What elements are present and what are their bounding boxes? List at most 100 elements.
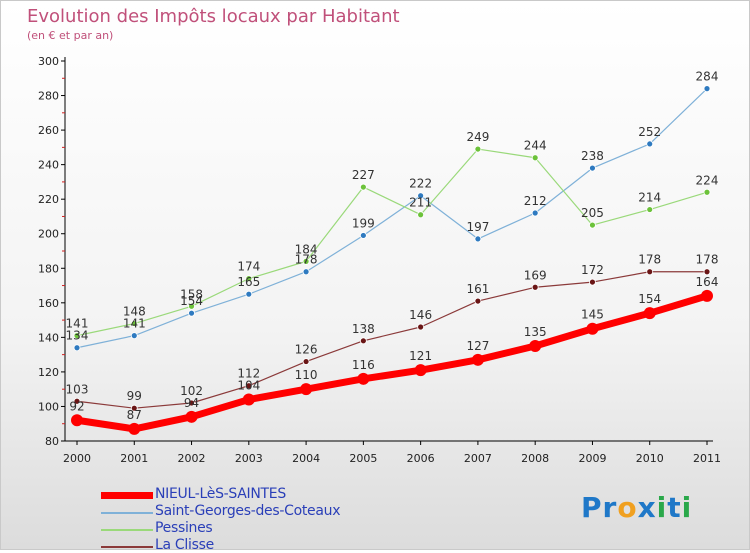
data-point [300, 383, 313, 396]
data-point [417, 323, 425, 331]
data-point [242, 393, 255, 406]
data-label: 154 [638, 292, 661, 306]
data-label: 116 [352, 358, 375, 372]
data-label: 145 [581, 308, 604, 322]
data-point [359, 337, 367, 345]
logo-letter: x [637, 491, 657, 524]
y-tick-label: 80 [45, 435, 59, 448]
data-label: 178 [295, 253, 318, 267]
x-tick-label: 2004 [292, 452, 320, 465]
series-line [76, 271, 708, 409]
data-point [302, 268, 310, 276]
data-point [646, 268, 654, 276]
data-point [73, 344, 81, 352]
data-point [417, 192, 425, 200]
data-label: 249 [466, 130, 489, 144]
data-label: 214 [638, 191, 661, 205]
legend-swatch [101, 512, 153, 514]
data-label: 161 [466, 282, 489, 296]
data-point [643, 307, 656, 320]
y-tick-label: 120 [38, 366, 59, 379]
data-point [471, 353, 484, 366]
data-label: 141 [66, 317, 89, 331]
data-point [531, 154, 539, 162]
data-label: 104 [237, 379, 260, 393]
data-point [188, 302, 195, 310]
legend-label: Saint-Georges-des-Coteaux [155, 503, 341, 519]
data-point [359, 232, 367, 239]
data-label: 135 [524, 325, 547, 339]
x-tick-label: 2005 [349, 452, 377, 465]
data-point [474, 145, 482, 153]
data-label: 154 [180, 294, 203, 308]
data-point [71, 414, 83, 427]
data-point [185, 410, 198, 423]
data-label: 164 [696, 275, 719, 289]
x-tick-label: 2006 [407, 452, 435, 465]
data-point [703, 268, 711, 276]
data-labels: 9287941041101161211271351451541641341411… [66, 70, 719, 422]
data-point [589, 278, 596, 286]
y-tick-label: 100 [38, 400, 59, 413]
data-label: 252 [638, 125, 661, 139]
y-tick-label: 140 [38, 331, 59, 344]
series-0 [71, 289, 713, 435]
data-point [188, 309, 195, 317]
series-layer [71, 85, 713, 435]
y-tick-label: 240 [38, 159, 59, 172]
data-point [417, 211, 425, 219]
x-tick-label: 2002 [178, 452, 206, 465]
data-point [586, 322, 599, 335]
y-tick-label: 300 [38, 55, 59, 68]
data-label: 127 [466, 339, 489, 353]
data-label: 211 [409, 196, 432, 210]
data-label: 197 [466, 220, 489, 234]
data-point [646, 206, 654, 213]
proxiti-logo: Proxiti [581, 491, 692, 524]
data-point [130, 332, 138, 340]
data-point [531, 283, 539, 291]
chart-subtitle: (en € et par an) [27, 29, 114, 42]
y-tick-label: 280 [38, 90, 59, 103]
data-label: 138 [352, 322, 375, 336]
series-1 [73, 85, 711, 352]
data-label: 141 [123, 317, 146, 331]
x-tick-label: 2000 [63, 452, 91, 465]
data-label: 146 [409, 308, 432, 322]
x-tick-label: 2008 [521, 452, 549, 465]
y-tick-label: 200 [38, 228, 59, 241]
data-point [188, 399, 195, 407]
data-point [245, 290, 253, 298]
y-tick-label: 260 [38, 124, 59, 137]
data-label: 112 [237, 367, 260, 381]
data-point [531, 209, 539, 217]
data-point [128, 422, 141, 435]
data-point [357, 372, 370, 385]
series-line [76, 148, 708, 337]
data-label: 284 [696, 70, 719, 84]
legend-swatch [101, 546, 153, 548]
legend-swatch [101, 492, 153, 499]
data-point [130, 320, 138, 327]
logo-letter: i [681, 491, 693, 524]
logo-letter: r [602, 491, 618, 524]
data-point [474, 235, 482, 243]
series-line [73, 292, 711, 433]
x-tick-label: 2007 [464, 452, 492, 465]
chart-title: Evolution des Impôts locaux par Habitant [27, 6, 400, 27]
data-label: 121 [409, 349, 432, 363]
logo-letter: i [656, 491, 668, 524]
data-label: 224 [696, 173, 719, 187]
data-point [529, 340, 542, 352]
data-label: 172 [581, 263, 604, 277]
data-label: 102 [180, 384, 203, 398]
x-tick-label: 2010 [636, 452, 664, 465]
data-label: 110 [295, 368, 318, 382]
series-line [76, 88, 708, 349]
data-point [245, 382, 253, 390]
data-label: 165 [237, 275, 260, 289]
data-label: 199 [352, 216, 375, 230]
data-label: 174 [237, 260, 260, 274]
